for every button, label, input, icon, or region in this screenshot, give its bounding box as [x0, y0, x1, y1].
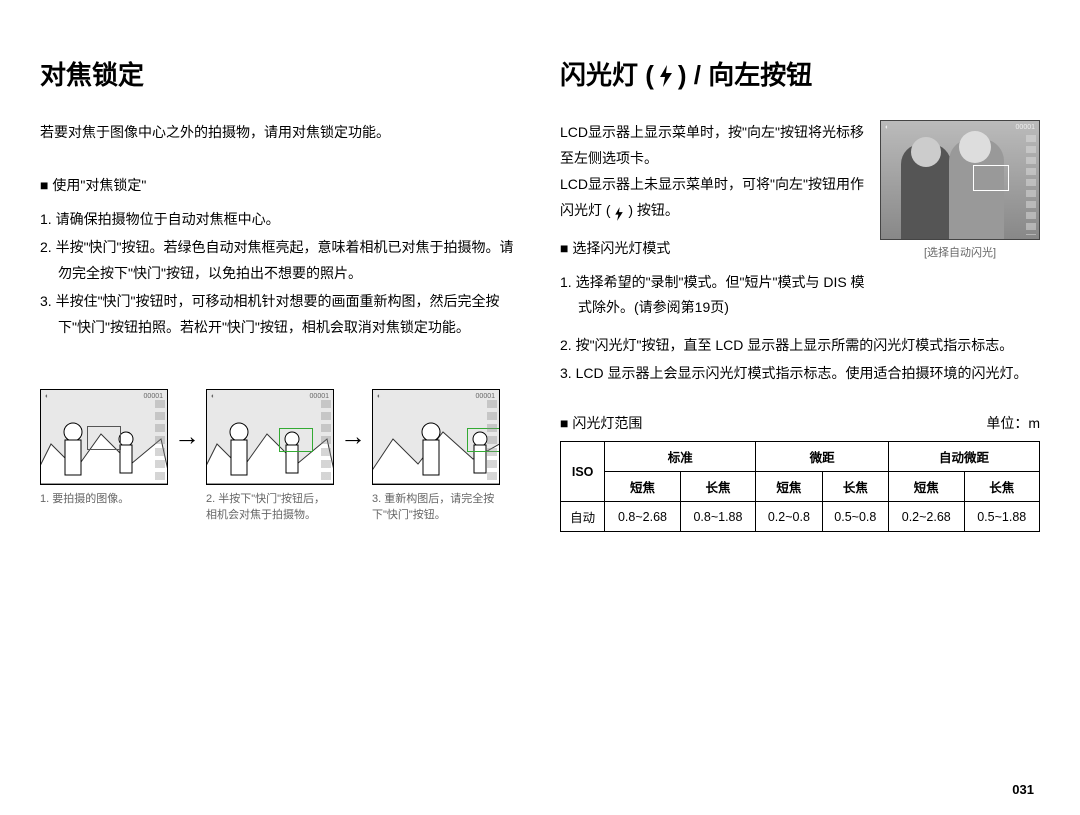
group-header: 标准	[605, 442, 756, 472]
thumb-2: ◐00001	[206, 389, 334, 485]
figure-2: ◐00001 2. 半按下"快门"按钮后，相机会对焦于拍摄物。	[206, 389, 334, 524]
step-item: 2. 按"闪光灯"按钮，直至 LCD 显示器上显示所需的闪光灯模式指示标志。	[578, 333, 1040, 359]
step-item: 1. 请确保拍摄物位于自动对焦框中心。	[58, 207, 520, 233]
page-number: 031	[1012, 782, 1034, 797]
sub-header: 短焦	[605, 472, 680, 502]
sample-photo-block: ◐00001 [选择自动闪光]	[880, 120, 1040, 323]
step-item: 1. 选择希望的"录制"模式。但"短片"模式与 DIS 模式除外。(请参阅第19…	[578, 270, 870, 322]
caption-3: 3. 重新构图后，请完全按下"快门"按钮。	[372, 491, 500, 524]
table-cell: 0.5~1.88	[964, 502, 1040, 532]
row-label: 自动	[561, 502, 605, 532]
title-suffix: ) / 向左按钮	[678, 55, 812, 92]
range-head: 闪光灯范围	[560, 413, 642, 433]
right-top-block: LCD显示器上显示菜单时，按"向左"按钮将光标移至左侧选项卡。 LCD显示器上未…	[560, 120, 1040, 323]
left-steps: 1. 请确保拍摄物位于自动对焦框中心。 2. 半按"快门"按钮。若绿色自动对焦框…	[40, 207, 520, 340]
figure-1: ◐00001 1. 要拍摄的图像。	[40, 389, 168, 508]
flash-range-table: ISO 标准 微距 自动微距 短焦 长焦 短焦 长焦 短焦 长焦 自动 0.8~…	[560, 441, 1040, 532]
title-prefix: 闪光灯 (	[560, 55, 654, 92]
step-item: 2. 半按"快门"按钮。若绿色自动对焦框亮起，意味着相机已对焦于拍摄物。请勿完全…	[58, 235, 520, 287]
range-header-row: 闪光灯范围 单位：m	[560, 413, 1040, 433]
step-item: 3. 半按住"快门"按钮时，可移动相机针对想要的画面重新构图，然后完全按下"快门…	[58, 289, 520, 341]
table-cell: 0.2~2.68	[889, 502, 964, 532]
table-cell: 0.5~0.8	[822, 502, 888, 532]
sub-header: 长焦	[964, 472, 1040, 502]
right-steps-continued: 2. 按"闪光灯"按钮，直至 LCD 显示器上显示所需的闪光灯模式指示标志。 3…	[560, 333, 1040, 387]
right-title: 闪光灯 ( ) / 向左按钮	[560, 55, 1040, 92]
table-cell: 0.8~2.68	[605, 502, 680, 532]
arrow-icon: →	[340, 421, 366, 492]
right-section-head: 选择闪光灯模式	[560, 238, 870, 258]
figure-row: ◐00001 1. 要拍摄的图像。 → ◐00001	[40, 389, 520, 524]
sub-header: 短焦	[889, 472, 964, 502]
left-section-head: 使用"对焦锁定"	[40, 175, 520, 195]
thumb-3: ◐00001	[372, 389, 500, 485]
flash-icon	[658, 63, 674, 85]
sub-header: 长焦	[822, 472, 888, 502]
left-intro: 若要对焦于图像中心之外的拍摄物，请用对焦锁定功能。	[40, 120, 520, 145]
left-title: 对焦锁定	[40, 55, 520, 92]
right-column: 闪光灯 ( ) / 向左按钮 LCD显示器上显示菜单时，按"向左"按钮将光标移至…	[560, 55, 1040, 532]
thumb-1: ◐00001	[40, 389, 168, 485]
figure-3: ◐00001 3. 重新构图后，请完全按下"快门"按钮。	[372, 389, 500, 524]
right-steps: 1. 选择希望的"录制"模式。但"短片"模式与 DIS 模式除外。(请参阅第19…	[560, 270, 870, 322]
caption-2: 2. 半按下"快门"按钮后，相机会对焦于拍摄物。	[206, 491, 334, 524]
unit-label: 单位：m	[986, 413, 1040, 433]
table-cell: 0.8~1.88	[680, 502, 755, 532]
group-header: 自动微距	[889, 442, 1040, 472]
right-intro-text: LCD显示器上显示菜单时，按"向左"按钮将光标移至左侧选项卡。 LCD显示器上未…	[560, 120, 870, 323]
flash-icon	[614, 204, 624, 218]
right-intro-2: LCD显示器上未显示菜单时，可将"向左"按钮用作闪光灯 ( ) 按钮。	[560, 172, 870, 224]
sample-photo: ◐00001	[880, 120, 1040, 240]
table-corner: ISO	[561, 442, 605, 502]
right-intro-1: LCD显示器上显示菜单时，按"向左"按钮将光标移至左侧选项卡。	[560, 120, 870, 172]
step-item: 3. LCD 显示器上会显示闪光灯模式指示标志。使用适合拍摄环境的闪光灯。	[578, 361, 1040, 387]
sub-header: 短焦	[756, 472, 822, 502]
caption-1: 1. 要拍摄的图像。	[40, 491, 168, 508]
photo-caption: [选择自动闪光]	[880, 244, 1040, 260]
left-column: 对焦锁定 若要对焦于图像中心之外的拍摄物，请用对焦锁定功能。 使用"对焦锁定" …	[40, 55, 520, 532]
group-header: 微距	[756, 442, 889, 472]
arrow-icon: →	[174, 421, 200, 492]
sub-header: 长焦	[680, 472, 755, 502]
table-cell: 0.2~0.8	[756, 502, 822, 532]
